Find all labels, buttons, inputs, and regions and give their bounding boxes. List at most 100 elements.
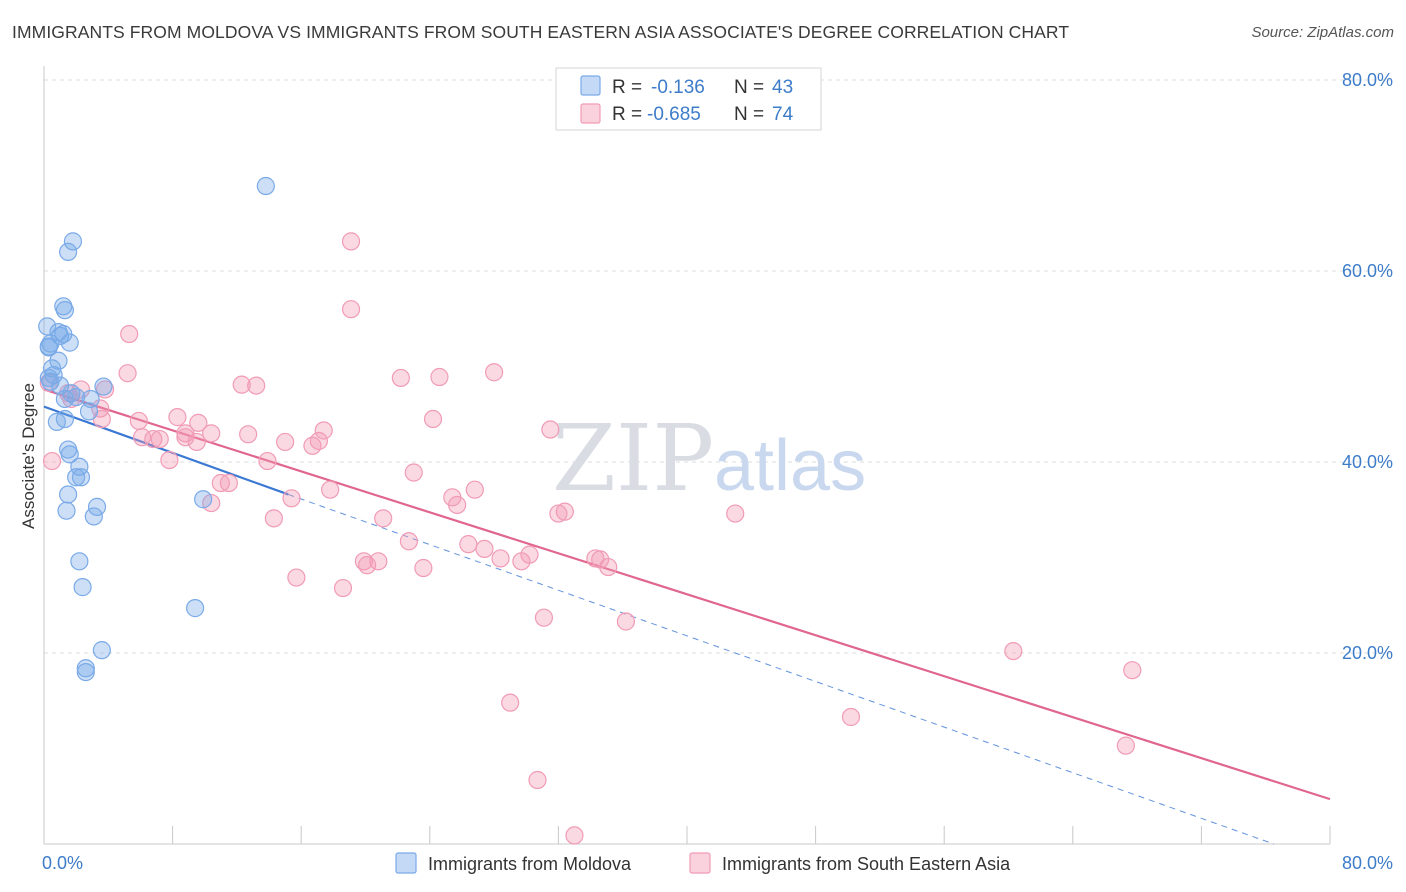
data-point <box>501 693 520 712</box>
legend-r-label-sea: R = <box>612 104 642 125</box>
series-moldova-points <box>38 176 275 682</box>
data-point <box>55 409 74 429</box>
data-point <box>430 367 449 387</box>
y-tick-labels: 20.0% 40.0% 60.0% 80.0% <box>1342 70 1393 663</box>
data-point <box>369 552 388 571</box>
legend-n-value-moldova: 43 <box>772 77 793 98</box>
data-point <box>176 428 195 447</box>
data-point <box>1116 736 1135 755</box>
x-tick-labels: 0.0% 80.0% <box>42 853 1393 873</box>
series-sea-points <box>39 232 1142 845</box>
legend-r-value-moldova: -0.136 <box>651 77 705 98</box>
data-point <box>287 568 306 587</box>
trend-line-moldova <box>43 405 289 496</box>
data-point <box>59 485 78 504</box>
data-point <box>232 375 251 394</box>
x-tick-label: 80.0% <box>1342 853 1393 873</box>
legend-r-label-moldova: R = <box>612 77 642 98</box>
data-point <box>423 409 443 429</box>
trend-lines <box>43 388 1331 845</box>
data-point <box>309 431 328 451</box>
x-tick-label: 0.0% <box>42 853 83 873</box>
data-point <box>314 421 333 440</box>
data-point <box>118 364 137 383</box>
legend-n-value-sea: 74 <box>772 104 794 125</box>
data-point <box>55 301 74 320</box>
legend-bottom-label-sea: Immigrants from South Eastern Asia <box>722 854 1011 874</box>
y-tick-label: 80.0% <box>1342 70 1393 90</box>
data-point <box>528 770 547 790</box>
data-point <box>341 300 361 319</box>
data-point <box>42 451 62 471</box>
data-point <box>555 502 574 521</box>
legend-swatch-moldova <box>580 75 601 96</box>
data-point <box>60 445 79 464</box>
data-point <box>247 376 266 395</box>
data-point <box>276 432 295 452</box>
trend-line-moldova-extension <box>288 493 1274 845</box>
data-point <box>485 363 504 382</box>
data-point <box>42 359 62 378</box>
data-point <box>520 545 539 564</box>
data-point <box>50 326 70 346</box>
data-point <box>202 424 221 443</box>
data-point <box>76 659 95 678</box>
data-point <box>448 495 467 515</box>
data-point <box>49 351 68 370</box>
data-point <box>81 389 100 409</box>
legend-n-label-sea: N = <box>734 104 764 125</box>
data-point <box>414 558 433 578</box>
data-point <box>1123 661 1142 680</box>
data-point <box>84 507 103 526</box>
data-point <box>92 641 111 660</box>
data-point <box>391 368 410 388</box>
legend-top: R = -0.136 N = 43 R = -0.685 N = 74 <box>555 67 822 131</box>
data-point <box>187 432 206 452</box>
y-tick-label: 60.0% <box>1342 261 1393 281</box>
data-point <box>465 480 484 499</box>
watermark-zip: ZIP <box>552 405 714 512</box>
data-point <box>186 599 205 618</box>
data-point <box>95 380 115 399</box>
data-point <box>541 420 560 439</box>
data-point <box>219 473 238 493</box>
data-point <box>616 612 636 631</box>
data-point <box>534 608 554 627</box>
data-point <box>44 365 63 385</box>
data-point <box>475 539 494 559</box>
data-point <box>38 317 57 336</box>
data-point <box>549 504 568 523</box>
legend-bottom: Immigrants from Moldova Immigrants from … <box>395 852 1011 874</box>
data-point <box>129 411 148 431</box>
watermark: ZIP atlas <box>552 405 866 512</box>
data-points <box>38 176 1142 845</box>
data-point <box>256 176 275 196</box>
data-point <box>94 377 113 396</box>
y-tick-label: 40.0% <box>1342 452 1393 472</box>
data-point <box>459 535 478 554</box>
y-tick-label: 20.0% <box>1342 643 1393 663</box>
data-point <box>76 662 95 682</box>
legend-bottom-swatch-sea <box>689 852 711 874</box>
legend-bottom-label-moldova: Immigrants from Moldova <box>428 854 632 874</box>
data-point <box>194 490 213 509</box>
data-point <box>404 463 423 482</box>
data-point <box>599 557 618 577</box>
legend-bottom-swatch-moldova <box>395 852 417 874</box>
data-point <box>282 489 301 508</box>
data-point <box>144 429 163 449</box>
data-point <box>73 578 92 597</box>
data-point <box>565 826 584 845</box>
legend-swatch-sea <box>580 103 601 124</box>
data-point <box>120 324 139 344</box>
chart-title: IMMIGRANTS FROM MOLDOVA VS IMMIGRANTS FR… <box>12 22 1070 42</box>
data-point <box>264 509 283 528</box>
axes <box>43 66 1331 845</box>
y-axis-label: Associate's Degree <box>19 383 38 529</box>
data-point <box>358 556 377 575</box>
legend-r-value-sea: -0.685 <box>647 104 701 125</box>
data-point <box>341 232 361 251</box>
data-point <box>333 578 353 598</box>
data-point <box>160 450 179 470</box>
